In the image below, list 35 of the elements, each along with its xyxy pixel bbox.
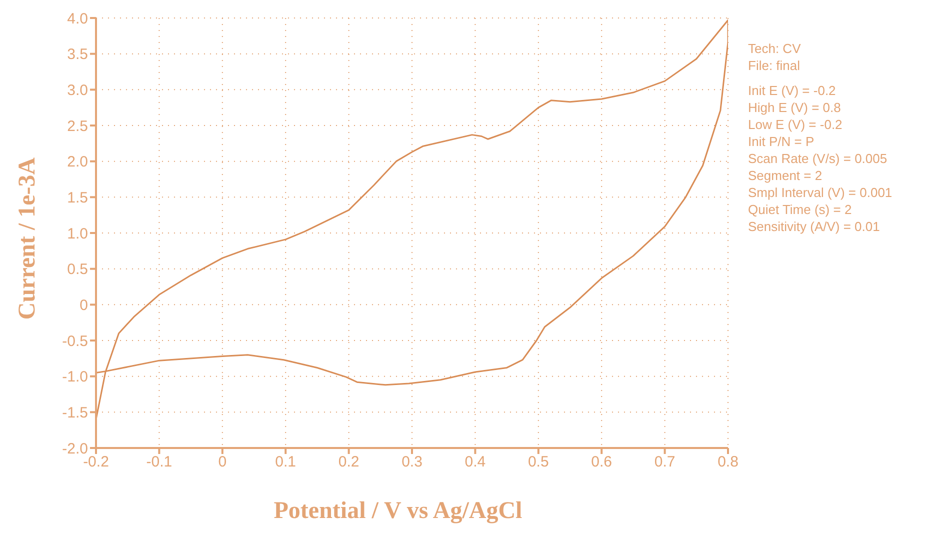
y-tick-label: -1.0	[62, 368, 88, 386]
y-tick-label: 0.5	[67, 261, 88, 278]
x-tick-label: -0.1	[146, 454, 172, 471]
x-tick-label: 0	[218, 454, 227, 471]
text: File: final	[748, 57, 802, 74]
text: Scan Rate (V/s) = 0.005	[748, 150, 888, 167]
text: Init P/N = P	[748, 133, 816, 150]
text: Sensitivity (A/V) = 0.01	[748, 218, 881, 235]
x-tick-label: 0.6	[591, 454, 612, 471]
y-tick-label: 1.0	[67, 225, 88, 242]
text: Smpl Interval (V) = 0.001	[748, 184, 892, 201]
text: Segment = 2	[748, 167, 824, 184]
y-tick-label: 2.5	[67, 118, 88, 135]
y-tick-label: -1.5	[62, 404, 88, 422]
text: Init E (V) = -0.2	[748, 82, 837, 99]
y-tick-label: 4.0	[67, 10, 88, 28]
x-tick-label: 0.7	[654, 454, 676, 471]
y-tick-label: -0.5	[62, 332, 88, 350]
x-tick-label: 0.2	[338, 454, 360, 471]
text: Low E (V) = -0.2	[748, 116, 844, 133]
text: High E (V) = 0.8	[748, 99, 842, 116]
x-tick-label: 0.3	[402, 454, 422, 471]
x-tick-label: 0.4	[464, 454, 486, 471]
x-tick-label: 0.8	[718, 454, 738, 471]
y-axis-title: Current / 1e-3A	[14, 156, 42, 320]
y-tick-label: 2.0	[67, 154, 88, 171]
text: Tech: CV	[748, 40, 802, 57]
y-tick-label: 1.5	[67, 189, 88, 206]
y-tick-label: 3.5	[67, 46, 88, 64]
x-tick-label: 0.5	[528, 454, 549, 471]
text: Quiet Time (s) = 2	[748, 201, 853, 218]
x-tick-label: 0.1	[275, 454, 296, 471]
y-tick-label: 0	[80, 296, 88, 314]
x-axis-title: Potential / V vs Ag/AgCl	[272, 498, 524, 525]
y-tick-label: 3.0	[67, 82, 88, 99]
